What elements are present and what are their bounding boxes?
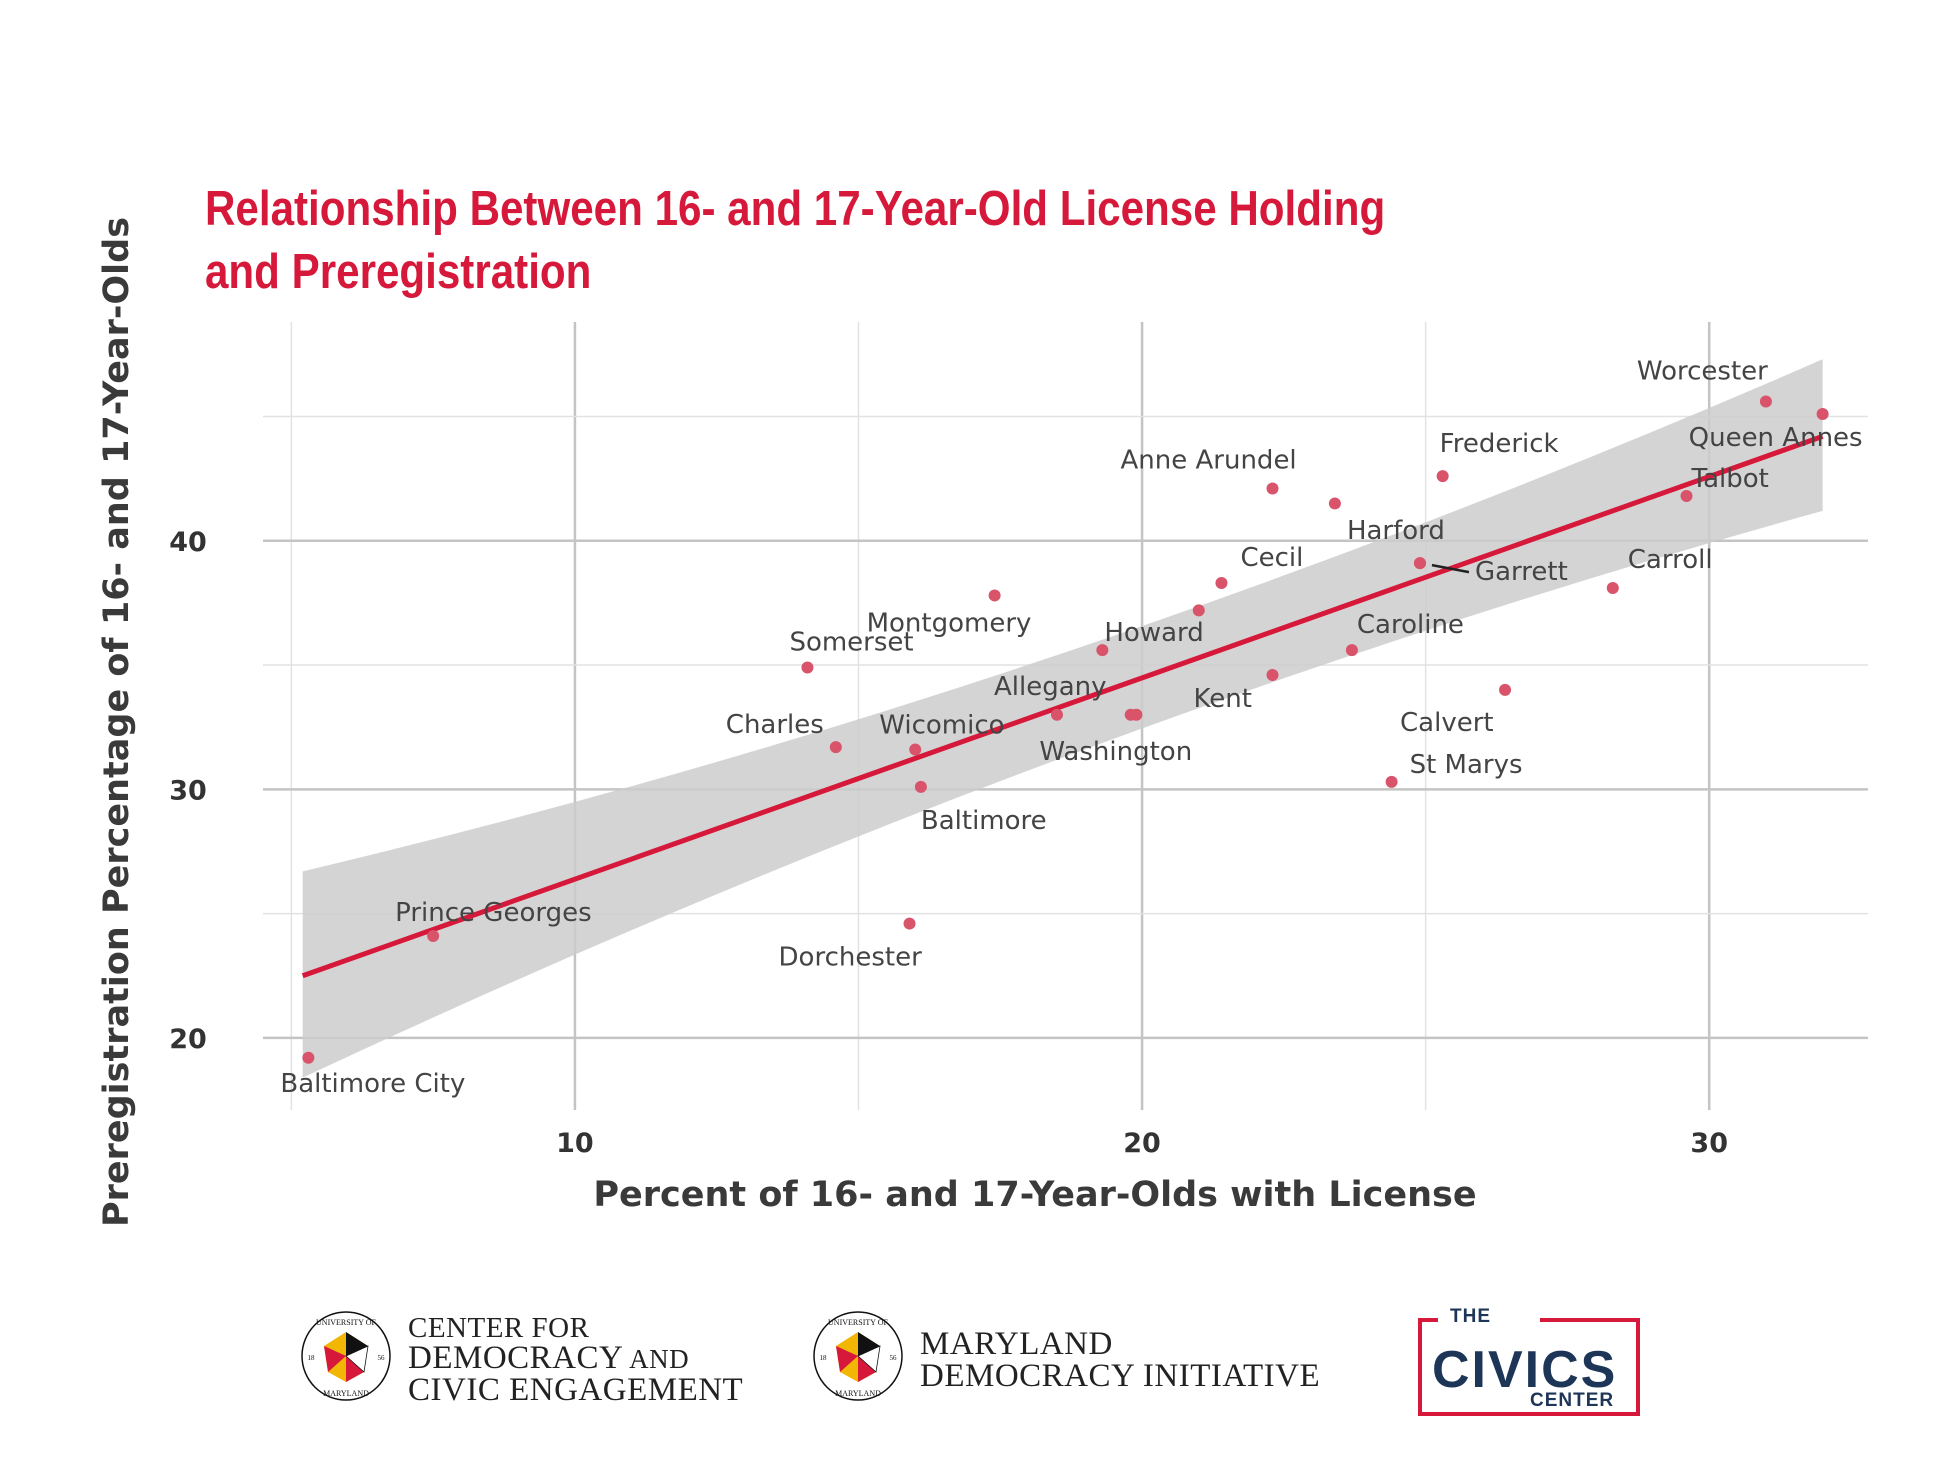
data-point — [914, 780, 927, 793]
footer-logos: UNIVERSITY OF MARYLAND 18 56 CENTER FOR … — [0, 1300, 1950, 1430]
civics-frame-top-right — [1540, 1318, 1640, 1322]
data-point — [909, 743, 922, 756]
x-tick-label: 30 — [1690, 1128, 1728, 1159]
data-point — [1345, 644, 1358, 657]
y-tick-label: 20 — [169, 1024, 207, 1055]
mdi-line-2: DEMOCRACY INITIATIVE — [920, 1358, 1321, 1394]
point-label: Howard — [1104, 618, 1203, 648]
university-seal-icon: UNIVERSITY OF MARYLAND 18 56 — [813, 1311, 903, 1401]
mdi-logo: UNIVERSITY OF MARYLAND 18 56 MARYLAND DE… — [812, 1300, 1412, 1420]
data-point — [1215, 577, 1228, 590]
x-axis-title: Percent of 16- and 17-Year-Olds with Lic… — [593, 1175, 1476, 1215]
confidence-band — [302, 359, 1823, 1078]
x-tick-label: 20 — [1123, 1128, 1161, 1159]
data-point — [1436, 470, 1449, 483]
point-label: St Marys — [1410, 750, 1523, 780]
scatter-chart: Baltimore City Prince Georges Dorchester Ba… — [97, 217, 1868, 1227]
point-label: Worcester — [1637, 357, 1768, 387]
x-tick-label: 10 — [556, 1128, 594, 1159]
seal-text-bottom: MARYLAND — [835, 1389, 881, 1398]
point-label: Allegany — [994, 672, 1107, 702]
data-point — [1413, 557, 1426, 570]
point-label: Prince Georges — [395, 898, 592, 928]
seal-num-right: 56 — [890, 1354, 898, 1362]
civics-center-logo: THE CIVICS CENTER — [1418, 1306, 1640, 1416]
data-point — [1266, 482, 1279, 495]
data-point — [1266, 668, 1279, 681]
point-label: Kent — [1194, 684, 1252, 714]
seal-num-left: 18 — [308, 1354, 316, 1362]
data-point — [1385, 775, 1398, 788]
seal-text-top: UNIVERSITY OF — [316, 1318, 376, 1327]
chart-title: Relationship Between 16- and 17-Year-Old… — [205, 178, 1495, 304]
data-point — [1096, 644, 1109, 657]
data-point — [801, 661, 814, 674]
cdce-line-3: CIVIC ENGAGEMENT — [408, 1372, 744, 1408]
point-label: Harford — [1347, 516, 1445, 546]
data-point — [1050, 708, 1063, 721]
chart-title-line-1: Relationship Between 16- and 17-Year-Old… — [205, 182, 1386, 236]
cdce-line-2: DEMOCRACY AND — [408, 1340, 690, 1376]
point-label: Carroll — [1628, 545, 1713, 575]
chart-title-line-2: and Preregistration — [205, 245, 592, 299]
university-seal-icon: UNIVERSITY OF MARYLAND 18 56 — [301, 1311, 391, 1401]
point-label: Cecil — [1240, 543, 1303, 573]
mdi-line-1: MARYLAND — [920, 1326, 1113, 1362]
trend-line-layer — [301, 433, 1824, 979]
seal-num-left: 18 — [820, 1354, 828, 1362]
point-label: Washington — [1039, 737, 1192, 767]
seal-num-right: 56 — [378, 1354, 386, 1362]
tick-labels-layer: 10 20 30 20 30 40 — [169, 527, 1728, 1159]
data-point — [988, 589, 1001, 602]
civics-the: THE — [1450, 1306, 1491, 1327]
data-point — [829, 741, 842, 754]
data-points-layer — [302, 395, 1829, 1064]
seal-text-bottom: MARYLAND — [323, 1389, 369, 1398]
confidence-band-layer — [302, 359, 1823, 1078]
civics-main: CIVICS — [1432, 1341, 1618, 1399]
data-point — [302, 1051, 315, 1064]
trend-line — [301, 433, 1824, 979]
point-label: Queen Annes — [1689, 423, 1863, 453]
point-label: Montgomery — [867, 608, 1032, 638]
point-label: Talbot — [1691, 464, 1769, 494]
point-label: Dorchester — [779, 943, 923, 973]
data-point — [1680, 490, 1693, 503]
point-label: Anne Arundel — [1121, 446, 1297, 476]
y-axis-title: Preregistration Percentage of 16- and 17… — [97, 217, 137, 1227]
point-label: Baltimore City — [280, 1069, 465, 1099]
data-point — [1192, 604, 1205, 617]
cdce-line-1: CENTER FOR — [408, 1312, 590, 1344]
point-label: Charles — [726, 710, 824, 740]
point-label: Somerset — [789, 628, 913, 658]
data-point — [1816, 407, 1829, 420]
seal-text-top: UNIVERSITY OF — [828, 1318, 888, 1327]
data-point — [1328, 497, 1341, 510]
data-point — [1759, 395, 1772, 408]
point-label: Garrett — [1475, 557, 1568, 587]
point-labels-layer: Baltimore City Prince Georges Dorchester Ba… — [280, 357, 1862, 1099]
cdce-logo: UNIVERSITY OF MARYLAND 18 56 CENTER FOR … — [300, 1300, 800, 1420]
data-point — [903, 917, 916, 930]
civics-center-word: CENTER — [1530, 1390, 1615, 1411]
point-label: Calvert — [1400, 708, 1494, 738]
y-tick-label: 40 — [169, 527, 207, 558]
point-label: Baltimore — [921, 806, 1047, 836]
data-point — [427, 929, 440, 942]
data-point — [1606, 581, 1619, 594]
data-point — [1499, 683, 1512, 696]
y-tick-label: 30 — [169, 775, 207, 806]
point-label: Frederick — [1440, 429, 1559, 459]
data-point — [1124, 708, 1137, 721]
point-label: Wicomico — [879, 711, 1004, 741]
civics-frame-top-left — [1418, 1318, 1438, 1322]
point-label: Caroline — [1357, 610, 1464, 640]
label-leader-line — [1431, 563, 1470, 574]
